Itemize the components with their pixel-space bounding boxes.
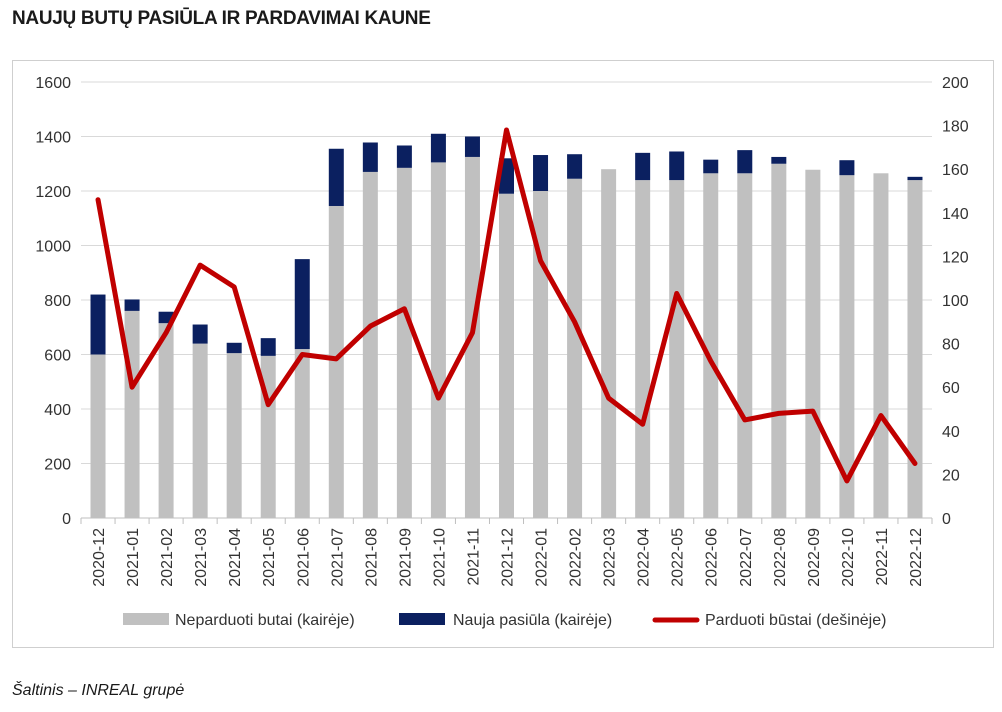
- y-right-tick-label: 120: [942, 249, 969, 266]
- x-tick-label: 2021-07: [329, 528, 346, 587]
- bar-unsold: [362, 171, 378, 519]
- source-note: Šaltinis – INREAL grupė: [12, 682, 185, 699]
- bar-new-supply: [192, 324, 208, 344]
- bar-unsold: [567, 178, 583, 519]
- bar-unsold: [396, 167, 412, 518]
- x-tick-label: 2022-12: [908, 528, 925, 587]
- bar-new-supply: [158, 311, 174, 324]
- x-tick-label: 2022-11: [874, 528, 891, 586]
- x-tick-label: 2022-07: [738, 528, 755, 587]
- legend-label-new-supply: Nauja pasiūla (kairėje): [453, 612, 612, 629]
- bar-unsold: [90, 354, 106, 518]
- y-right-tick-label: 80: [942, 337, 960, 354]
- bar-unsold: [601, 169, 617, 518]
- y-left-tick-label: 1000: [35, 239, 71, 256]
- bar-unsold: [771, 163, 787, 518]
- bar-new-supply: [907, 176, 923, 181]
- bar-unsold: [805, 169, 821, 518]
- bar-unsold: [124, 310, 140, 518]
- bar-new-supply: [464, 136, 480, 157]
- bar-unsold: [907, 180, 923, 518]
- legend-swatch-unsold: [123, 613, 169, 625]
- bar-new-supply: [669, 151, 685, 181]
- bar-new-supply: [839, 160, 855, 176]
- bar-unsold: [328, 205, 344, 519]
- legend-label-sold: Parduoti būstai (dešinėje): [705, 612, 886, 629]
- bar-unsold: [873, 173, 889, 518]
- y-left-tick-label: 0: [62, 511, 71, 528]
- bar-new-supply: [396, 145, 412, 168]
- line-sold: [95, 127, 918, 484]
- legend-swatch-new-supply: [399, 613, 445, 625]
- y-right-tick-label: 180: [942, 119, 969, 136]
- bar-unsold: [192, 343, 208, 518]
- x-tick-label: 2022-04: [636, 528, 653, 587]
- y-right-tick-label: 160: [942, 162, 969, 179]
- bar-new-supply: [260, 338, 276, 356]
- bar-new-supply: [771, 156, 787, 164]
- bar-unsold: [635, 180, 651, 518]
- x-tick-label: 2021-06: [295, 528, 312, 587]
- bar-unsold: [499, 193, 514, 518]
- bar-new-supply: [226, 342, 242, 354]
- x-tick-label: 2020-12: [91, 528, 108, 587]
- y-left-tick-label: 600: [44, 348, 71, 365]
- chart-area: 0 200 400 600 800 1000 1200 1400 1600 0 20 40 60 80 10…: [12, 60, 994, 648]
- bar-new-supply: [362, 142, 378, 172]
- x-tick-label: 2022-10: [840, 528, 857, 587]
- x-tick-label: 2022-03: [602, 528, 619, 587]
- y-right-tick-label: 100: [942, 293, 969, 310]
- bar-new-supply: [328, 148, 344, 206]
- x-tick-label: 2021-03: [193, 528, 210, 587]
- bar-new-supply: [124, 299, 140, 311]
- x-tick-label: 2022-09: [806, 528, 823, 587]
- x-tick-label: 2022-06: [704, 528, 721, 587]
- bar-new-supply: [567, 154, 583, 179]
- y-right-tick-label: 0: [942, 511, 951, 528]
- y-right-tick-label: 40: [942, 424, 960, 441]
- y-left-tick-label: 1400: [35, 130, 71, 147]
- bar-unsold: [294, 349, 310, 518]
- bar-unsold: [533, 191, 549, 518]
- x-tick-label: 2022-08: [772, 528, 789, 587]
- y-left-tick-label: 200: [44, 457, 71, 474]
- x-tick-label: 2022-02: [568, 528, 585, 587]
- y-right-tick-label: 60: [942, 380, 960, 397]
- x-tick-label: 2022-05: [670, 528, 687, 587]
- bar-new-supply: [294, 259, 310, 350]
- chart-title: NAUJŲ BUTŲ PASIŪLA IR PARDAVIMAI KAUNE: [12, 8, 431, 29]
- bar-unsold: [669, 180, 685, 518]
- y-left-tick-label: 1200: [35, 184, 71, 201]
- bar-unsold: [839, 175, 855, 518]
- x-tick-label: 2021-02: [159, 528, 176, 587]
- bar-unsold: [158, 323, 174, 518]
- x-tick-label: 2021-09: [397, 528, 414, 587]
- bar-new-supply: [533, 155, 549, 191]
- x-tick-label: 2022-01: [534, 528, 551, 587]
- x-tick-label: 2021-10: [431, 528, 448, 587]
- bar-unsold: [226, 353, 242, 518]
- x-tick-label: 2021-01: [125, 528, 142, 587]
- y-right-tick-label: 140: [942, 206, 969, 223]
- x-tick-label: 2021-05: [261, 528, 278, 587]
- y-right-tick-label: 20: [942, 467, 960, 484]
- bar-new-supply: [703, 159, 719, 174]
- bar-new-supply: [430, 133, 446, 163]
- bar-new-supply: [90, 294, 106, 355]
- legend-label-unsold: Neparduoti butai (kairėje): [175, 612, 355, 629]
- bar-new-supply: [635, 152, 651, 181]
- bar-new-supply: [737, 150, 753, 174]
- bar-unsold: [703, 173, 719, 518]
- x-tick-label: 2021-08: [363, 528, 380, 587]
- y-left-tick-label: 1600: [35, 75, 71, 92]
- x-tick-label: 2021-04: [227, 528, 244, 587]
- bar-unsold: [430, 162, 446, 518]
- chart-svg: 0 200 400 600 800 1000 1200 1400 1600 0 20 40 60 80 10…: [35, 75, 969, 629]
- bar-unsold: [737, 173, 753, 518]
- y-right-tick-label: 200: [942, 75, 969, 92]
- y-left-tick-label: 800: [44, 293, 71, 310]
- x-tick-label: 2021-12: [500, 528, 517, 587]
- x-tick-label: 2021-11: [465, 528, 482, 586]
- y-left-tick-label: 400: [44, 402, 71, 419]
